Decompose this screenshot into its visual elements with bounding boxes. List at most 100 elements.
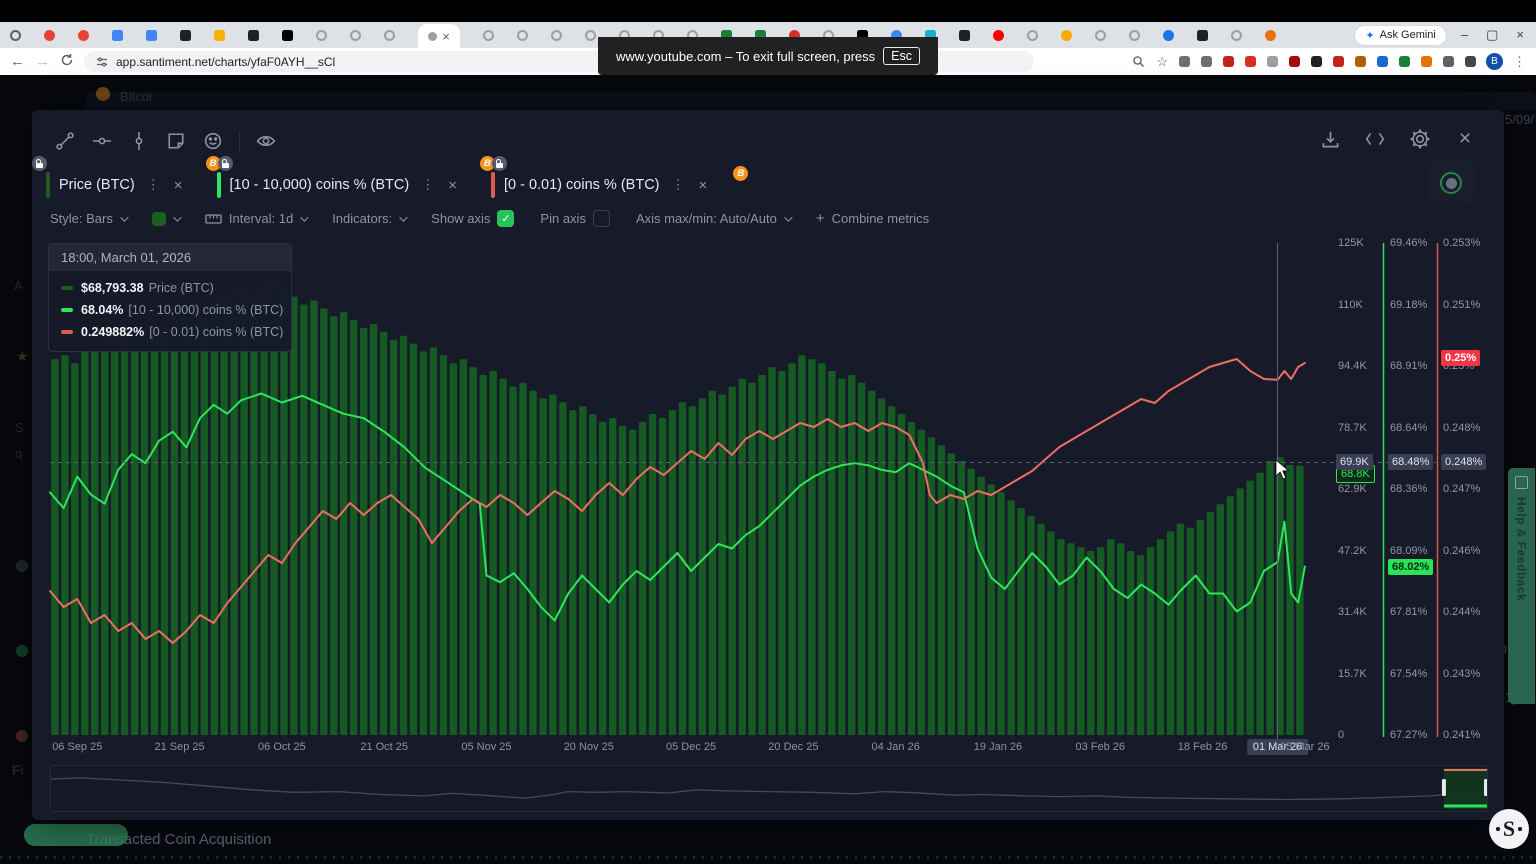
metric-close-icon[interactable]: × [698,176,708,194]
metric-close-icon[interactable]: × [173,176,183,194]
browser-tab[interactable] [755,29,766,41]
metric-options-icon[interactable]: ⋮ [671,177,685,192]
browser-tab[interactable] [1027,29,1038,41]
profile-avatar[interactable]: B [1486,53,1503,70]
green-dot-button[interactable] [1428,160,1474,206]
indicators-dropdown[interactable]: Indicators: [332,211,408,226]
metric-options-icon[interactable]: ⋮ [146,177,160,192]
extension-icon[interactable] [1355,56,1366,67]
show-axis-toggle[interactable]: Show axis ✓ [431,210,515,227]
horizontal-line-tool[interactable] [91,130,113,152]
browser-tab[interactable] [1129,29,1140,41]
browser-tab[interactable] [282,29,293,41]
site-settings-icon[interactable] [96,56,108,68]
embed-code-icon[interactable] [1364,128,1386,150]
browser-tab[interactable] [585,29,596,41]
browser-tab[interactable] [1095,29,1106,41]
extension-icon[interactable] [1465,56,1476,67]
browser-tab[interactable] [1231,29,1242,41]
zoom-icon[interactable] [1132,55,1145,68]
window-close-button[interactable]: × [1516,27,1524,42]
pin-axis-toggle[interactable]: Pin axis [540,210,610,227]
settings-gear-icon[interactable] [1409,128,1431,150]
extension-icon[interactable] [1245,56,1256,67]
browser-tab[interactable] [891,29,902,41]
browser-tab[interactable] [721,29,732,41]
browser-tab[interactable] [44,29,55,41]
santiment-logo[interactable]: S [1489,809,1529,849]
browser-tab[interactable] [10,29,21,41]
extension-icon[interactable] [1289,56,1300,67]
window-minimize-button[interactable]: – [1460,27,1469,42]
browser-tab[interactable] [180,29,191,41]
browser-tab[interactable] [350,29,361,41]
style-dropdown[interactable]: Style: Bars [50,211,129,226]
tab-close-icon[interactable]: × [442,28,450,44]
browser-tab[interactable] [214,29,225,41]
red-tick: 0.253% [1443,237,1481,249]
trend-line-tool[interactable] [54,130,76,152]
tooltip-label: [10 - 10,000) coins % (BTC) [128,303,284,317]
browser-tabs: × [10,22,1340,48]
browser-tab[interactable] [959,29,970,41]
browser-tab[interactable] [316,29,327,41]
browser-tab[interactable] [551,29,562,41]
show-axis-checkbox[interactable]: ✓ [497,210,515,227]
color-swatch-dropdown[interactable] [151,211,182,226]
timeline-navigator[interactable] [50,765,1488,812]
browser-tab[interactable] [248,29,259,41]
browser-tab[interactable] [384,29,395,41]
metric-close-icon[interactable]: × [448,176,457,194]
note-tool[interactable] [165,130,187,152]
metric-options-icon[interactable]: ⋮ [421,177,435,192]
hide-tools-eye-icon[interactable] [255,130,277,152]
red-tick: 0.243% [1443,667,1481,680]
browser-tab[interactable] [857,29,868,41]
browser-menu-icon[interactable]: ⋮ [1513,53,1526,69]
extension-icon[interactable] [1267,56,1278,67]
extension-icon[interactable] [1443,56,1454,67]
extension-icon[interactable] [1421,56,1432,67]
bookmark-star-icon[interactable]: ☆ [1156,53,1168,69]
extension-icon[interactable] [1311,56,1322,67]
help-feedback-tab[interactable]: Help & Feedback [1508,468,1535,704]
browser-tab[interactable] [483,29,494,41]
interval-dropdown[interactable]: Interval: 1d [205,211,309,226]
browser-tab[interactable] [517,29,528,41]
browser-tab[interactable] [78,29,89,41]
extension-icon[interactable] [1377,56,1388,67]
back-button[interactable]: ← [10,53,25,70]
ask-gemini-button[interactable]: ✦ Ask Gemini [1354,24,1447,46]
combine-metrics-button[interactable]: + Combine metrics [815,210,930,227]
browser-tab-active[interactable]: × [418,24,460,48]
tooltip-rows: $68,793.38 Price (BTC) 68.04% [10 - 10,000)… [49,271,291,351]
vertical-line-tool[interactable] [128,130,150,152]
browser-tab[interactable] [925,29,936,41]
browser-tab[interactable] [789,29,800,41]
extension-icon[interactable] [1333,56,1344,67]
metric-tab[interactable]: B [0 - 0.01) coins % (BTC) ⋮ × [479,156,711,202]
browser-tab[interactable] [112,29,123,41]
browser-tab[interactable] [1163,29,1174,41]
metric-tab[interactable]: Price (BTC) ⋮ × [32,156,187,202]
close-chart-icon[interactable]: × [1458,127,1472,150]
window-maximize-button[interactable]: ▢ [1486,27,1499,42]
download-icon[interactable] [1319,128,1341,150]
forward-button[interactable]: → [35,53,50,70]
extension-icon[interactable] [1201,56,1212,67]
extension-icon[interactable] [1179,56,1190,67]
browser-tab[interactable] [146,29,157,41]
extension-icon[interactable] [1399,56,1410,67]
metric-tab[interactable]: B [10 - 10,000) coins % (BTC) ⋮ × [205,156,461,202]
reload-button[interactable] [60,53,74,70]
emoji-tool[interactable] [202,130,224,152]
green-tick: 67.27% [1390,729,1428,741]
pin-axis-checkbox[interactable] [592,210,610,227]
browser-tab[interactable] [1265,29,1276,41]
browser-tab[interactable] [1061,29,1072,41]
extension-icon[interactable] [1223,56,1234,67]
browser-tab[interactable] [1197,29,1208,41]
axis-maxmin-dropdown[interactable]: Axis max/min: Auto/Auto [636,211,793,226]
browser-tab[interactable] [993,29,1004,41]
